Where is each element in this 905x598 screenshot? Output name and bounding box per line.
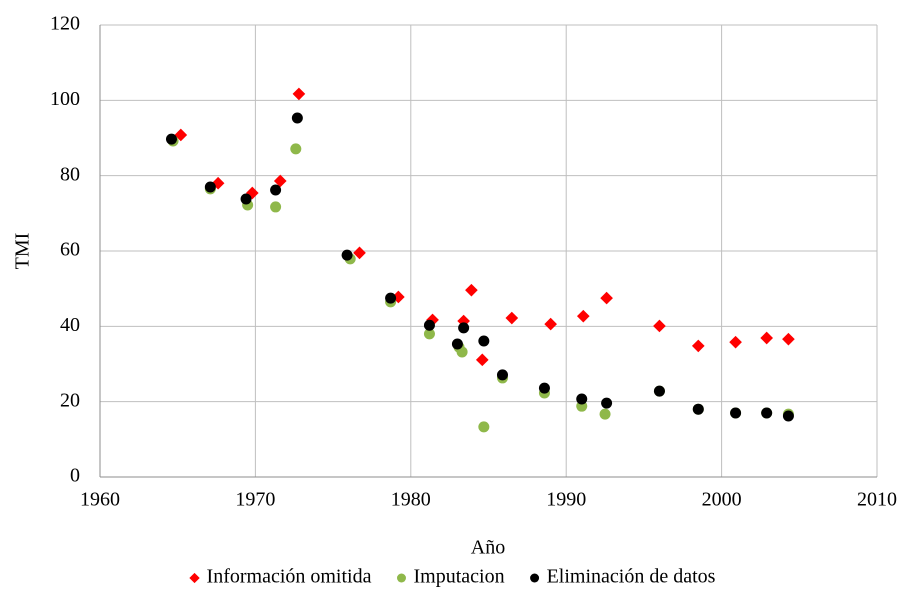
x-tick-label: 2000: [702, 489, 742, 511]
point: [475, 353, 489, 367]
point: [290, 143, 302, 155]
y-tick-label: 20: [60, 389, 80, 411]
y-tick-label: 100: [50, 88, 80, 110]
legend-marker: [530, 573, 540, 583]
point: [760, 331, 773, 345]
y-tick-label: 40: [60, 314, 80, 336]
x-tick-label: 1990: [546, 489, 586, 511]
point: [423, 328, 435, 340]
point: [600, 291, 613, 305]
point: [505, 311, 519, 325]
x-tick-label: 2010: [857, 489, 897, 511]
point: [423, 319, 435, 331]
point: [204, 181, 216, 193]
point: [601, 397, 613, 409]
y-tick-label: 80: [60, 163, 80, 185]
point: [782, 332, 795, 346]
legend-marker: [189, 572, 200, 584]
point: [478, 335, 490, 347]
point: [782, 410, 794, 422]
point: [691, 339, 705, 353]
point: [576, 393, 588, 405]
x-tick-label: 1970: [235, 489, 275, 511]
point: [458, 322, 470, 334]
point: [270, 201, 282, 213]
y-tick-label: 0: [70, 465, 80, 487]
legend-label: Imputacion: [413, 566, 504, 588]
point: [496, 369, 508, 381]
point: [538, 382, 550, 394]
x-axis-label: Año: [471, 537, 505, 559]
point: [165, 133, 177, 145]
series: [167, 135, 794, 433]
point: [729, 335, 742, 349]
point: [270, 184, 282, 196]
point: [240, 193, 252, 205]
legend-label: Información omitida: [207, 566, 372, 588]
legend-label: Eliminación de datos: [547, 566, 716, 588]
point: [456, 346, 468, 358]
y-axis-label: TMI: [12, 233, 34, 270]
legend-marker: [396, 573, 406, 583]
point: [599, 408, 611, 420]
y-tick-label: 60: [60, 239, 80, 261]
point: [291, 112, 303, 124]
legend: Información omitida Imputacion Eliminación…: [189, 566, 716, 588]
point: [544, 317, 557, 331]
point: [341, 249, 353, 261]
point: [292, 87, 306, 101]
point: [478, 421, 490, 433]
series: [165, 112, 794, 422]
point: [730, 407, 742, 419]
series: [174, 87, 795, 367]
x-tick-label: 1980: [391, 489, 431, 511]
point: [761, 407, 773, 419]
point: [653, 319, 666, 333]
point: [465, 283, 478, 297]
point: [653, 385, 665, 397]
point: [576, 309, 590, 323]
point: [353, 246, 366, 260]
point: [692, 403, 704, 415]
point: [385, 292, 397, 304]
point: [273, 174, 287, 188]
x-tick-label: 1960: [80, 489, 120, 511]
y-tick-label: 120: [50, 13, 80, 35]
point: [451, 338, 463, 350]
